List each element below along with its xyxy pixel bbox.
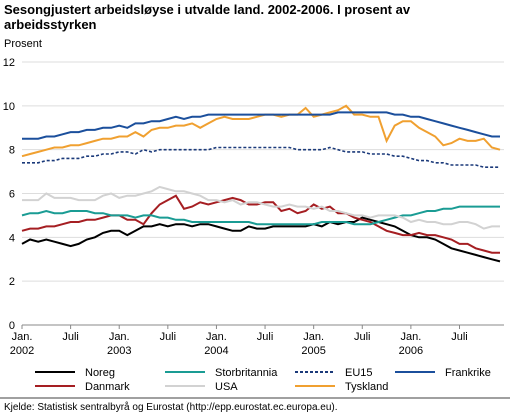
y-tick-label: 2 [9, 276, 15, 288]
x-tick-label: Juli [62, 331, 79, 343]
y-tick-label: 12 [3, 57, 15, 69]
x-tick-label: Jan. [206, 331, 227, 343]
x-year-label: 2006 [399, 345, 423, 357]
series-line [22, 111, 500, 140]
source: Kjelde: Statistisk sentralbyrå og Eurost… [4, 401, 338, 413]
y-axis-label: Prosent [4, 38, 42, 50]
x-year-label: 2005 [301, 345, 325, 357]
chart-title: Sesongjustert arbeidsløyse i utvalde lan… [4, 2, 411, 32]
x-tick-label: Juli [257, 331, 274, 343]
x-tick-label: Juli [451, 331, 468, 343]
y-tick-label: 10 [3, 101, 15, 113]
legend-label: Danmark [85, 381, 130, 393]
legend-label: Frankrike [445, 367, 491, 379]
y-tick-label: 4 [9, 232, 15, 244]
legend-label: EU15 [345, 367, 373, 379]
legend-label: Noreg [85, 367, 115, 379]
legend-label: Tyskland [345, 381, 388, 393]
x-tick-label: Juli [160, 331, 177, 343]
series-line [21, 104, 501, 158]
legend-label: Storbritannia [215, 367, 278, 379]
x-tick-label: Jan. [12, 331, 33, 343]
series-line [22, 146, 500, 168]
x-tick-label: Jan. [303, 331, 324, 343]
x-tick-label: Jan. [109, 331, 130, 343]
legend-label: USA [215, 381, 238, 393]
x-tick-label: Jan. [400, 331, 421, 343]
series-line [21, 216, 501, 263]
series-line [22, 185, 500, 230]
series-line [21, 205, 500, 226]
y-tick-label: 0 [9, 320, 15, 332]
x-tick-label: Juli [354, 331, 371, 343]
x-year-label: 2002 [10, 345, 34, 357]
x-year-label: 2004 [204, 345, 228, 357]
y-tick-label: 8 [9, 145, 15, 157]
y-tick-label: 6 [9, 189, 15, 201]
x-year-label: 2003 [107, 345, 131, 357]
